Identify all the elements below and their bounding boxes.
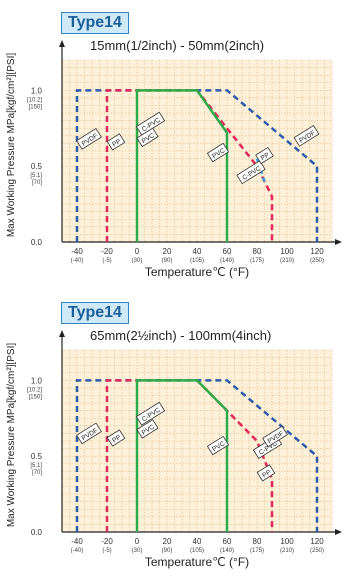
material-tag-box bbox=[206, 435, 230, 456]
x-tick-sublabel: (-40) bbox=[71, 548, 84, 554]
y-tick-label: 1.0 bbox=[31, 86, 43, 95]
y-tick-sublabel: [5.1] bbox=[30, 463, 42, 469]
series-line bbox=[135, 89, 229, 242]
series-line bbox=[105, 89, 274, 242]
x-tick-label: 40 bbox=[193, 537, 202, 546]
x-axis-label: Temperature℃ (°F) bbox=[145, 555, 249, 569]
y-tick-sublabel: [70] bbox=[32, 180, 42, 186]
x-tick-sublabel: (250) bbox=[310, 258, 324, 264]
y-tick-label: 0.0 bbox=[31, 238, 43, 247]
material-tag-box bbox=[262, 425, 288, 448]
material-tag-label: PP bbox=[261, 469, 272, 480]
material-tag: PP bbox=[106, 133, 126, 151]
x-tick-label: 80 bbox=[253, 537, 262, 546]
x-tick-label: 0 bbox=[135, 537, 140, 546]
y-axis-label: Max Working Pressure MPa[kgf/cm²][PSI] bbox=[6, 343, 17, 528]
series-line bbox=[75, 379, 319, 532]
material-tag: PVC bbox=[206, 435, 230, 456]
x-tick-label: -40 bbox=[71, 537, 83, 546]
material-tag: PP bbox=[256, 464, 276, 482]
x-tick-label: 60 bbox=[223, 537, 232, 546]
x-axis-arrow bbox=[335, 239, 342, 245]
x-tick-label: 20 bbox=[163, 537, 172, 546]
x-tick-sublabel: (105) bbox=[190, 548, 204, 554]
x-tick-sublabel: (105) bbox=[190, 258, 204, 264]
material-tag-box bbox=[136, 127, 159, 148]
x-tick-sublabel: (30) bbox=[132, 548, 143, 554]
x-tick-label: 80 bbox=[253, 247, 262, 256]
material-tag-label: PP bbox=[111, 434, 122, 445]
material-tag-box bbox=[135, 401, 166, 426]
material-tag-box bbox=[106, 133, 126, 151]
x-tick-sublabel: (30) bbox=[132, 258, 143, 264]
material-tag-box bbox=[136, 419, 159, 439]
x-tick-sublabel: (175) bbox=[250, 548, 264, 554]
x-tick-label: 100 bbox=[280, 247, 294, 256]
x-tick-label: -20 bbox=[101, 247, 113, 256]
material-tag-label: PP bbox=[111, 138, 122, 149]
material-tag-label: PP bbox=[260, 152, 271, 163]
material-tag-box bbox=[236, 160, 266, 185]
material-tag-box bbox=[256, 464, 276, 482]
y-tick-label: 0.5 bbox=[31, 162, 43, 171]
y-axis-arrow bbox=[59, 330, 65, 337]
y-tick-label: 1.0 bbox=[31, 376, 43, 385]
y-tick-label: 0.0 bbox=[31, 528, 43, 537]
chart-title: 65mm(2½inch) - 100mm(4inch) bbox=[90, 328, 271, 343]
x-tick-label: 120 bbox=[310, 247, 324, 256]
material-tag: PP bbox=[255, 146, 274, 165]
x-tick-sublabel: (175) bbox=[250, 258, 264, 264]
y-tick-sublabel: [10.2] bbox=[27, 97, 42, 103]
x-tick-label: 40 bbox=[193, 247, 202, 256]
x-tick-label: 60 bbox=[223, 247, 232, 256]
y-tick-sublabel: [10.2] bbox=[27, 387, 42, 393]
pressure-temperature-chart-large: 65mm(2½inch) - 100mm(4inch) -40 (-40) -20 (-… bbox=[6, 328, 342, 569]
x-tick-sublabel: (90) bbox=[162, 258, 173, 264]
x-axis-arrow bbox=[335, 529, 342, 535]
x-tick-sublabel: (210) bbox=[280, 548, 294, 554]
x-tick-sublabel: (250) bbox=[310, 548, 324, 554]
series-line bbox=[135, 379, 229, 532]
x-tick-sublabel: (90) bbox=[162, 548, 173, 554]
x-tick-sublabel: (140) bbox=[220, 258, 234, 264]
x-tick-sublabel: (210) bbox=[280, 258, 294, 264]
y-tick-sublabel: [5.1] bbox=[30, 173, 42, 179]
x-tick-sublabel: (-5) bbox=[102, 258, 111, 264]
x-tick-label: 0 bbox=[135, 247, 140, 256]
y-tick-sublabel: [70] bbox=[32, 470, 42, 476]
x-tick-sublabel: (-5) bbox=[102, 548, 111, 554]
material-tag-box bbox=[76, 422, 102, 445]
x-tick-label: 100 bbox=[280, 537, 294, 546]
type-badge: Type14 bbox=[61, 12, 129, 34]
pressure-temperature-chart-small: 15mm(1/2inch) - 50mm(2inch) -40 (-40) -20 (-… bbox=[6, 38, 342, 279]
type-badge: Type14 bbox=[61, 302, 129, 324]
y-tick-sublabel: [150] bbox=[29, 104, 43, 110]
x-tick-label: 120 bbox=[310, 537, 324, 546]
x-tick-sublabel: (140) bbox=[220, 548, 234, 554]
material-tag-box bbox=[106, 429, 126, 447]
y-tick-sublabel: [150] bbox=[29, 394, 43, 400]
y-axis-arrow bbox=[59, 40, 65, 47]
material-tag-box bbox=[293, 125, 320, 147]
chart-title: 15mm(1/2inch) - 50mm(2inch) bbox=[90, 38, 264, 53]
material-tag-box bbox=[135, 111, 166, 136]
x-axis-label: Temperature℃ (°F) bbox=[145, 265, 249, 279]
y-tick-label: 0.5 bbox=[31, 452, 43, 461]
material-tag: PP bbox=[106, 429, 126, 447]
x-tick-sublabel: (-40) bbox=[71, 258, 84, 264]
x-tick-label: -40 bbox=[71, 247, 83, 256]
material-tag-box bbox=[206, 142, 230, 163]
x-tick-label: 20 bbox=[163, 247, 172, 256]
material-tag-box bbox=[255, 146, 274, 165]
material-tag-box bbox=[76, 128, 102, 150]
x-tick-label: -20 bbox=[101, 537, 113, 546]
y-axis-label: Max Working Pressure MPa[kgf/cm²][PSI] bbox=[6, 53, 17, 238]
